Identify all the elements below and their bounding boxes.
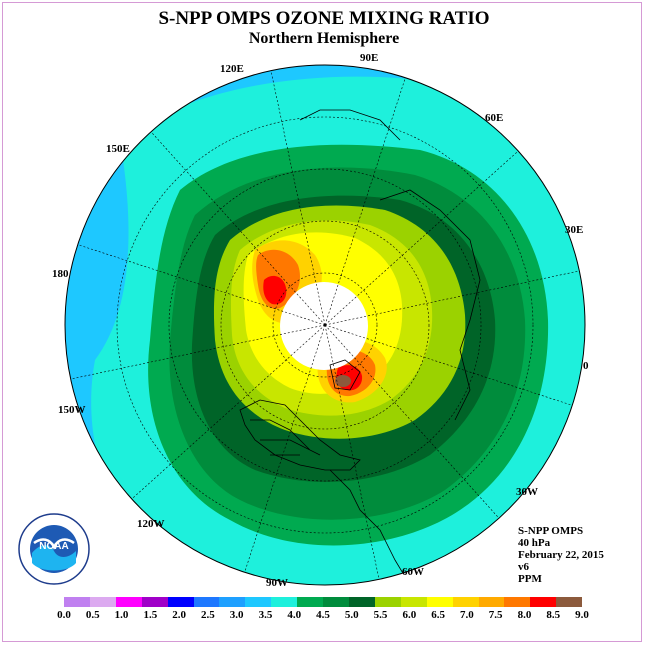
lon-label-120e: 120E bbox=[220, 63, 244, 75]
meridian-line bbox=[324, 324, 573, 406]
ozone-field bbox=[65, 65, 585, 585]
colorbar-swatch bbox=[556, 597, 583, 607]
colorbar-swatch bbox=[64, 597, 90, 607]
colorbar-swatch bbox=[193, 597, 220, 607]
info-version: v6 bbox=[518, 561, 529, 573]
lon-label-180: 180 bbox=[52, 268, 69, 280]
colorbar-swatch bbox=[504, 597, 531, 607]
lon-label-30w: 30W bbox=[516, 486, 538, 498]
meridian-line bbox=[270, 70, 326, 326]
info-date: February 22, 2015 bbox=[518, 549, 604, 561]
colorbar-tick-label: 1.5 bbox=[143, 609, 158, 621]
eurasia-coast bbox=[379, 189, 481, 421]
lon-label-30e: 30E bbox=[565, 224, 584, 236]
central-america-coast bbox=[329, 469, 411, 585]
colorbar-swatch bbox=[452, 597, 479, 607]
info-instrument: S-NPP OMPS bbox=[518, 525, 584, 537]
colorbar-ticks: 0.0 0.5 1.0 1.5 2.0 2.5 3.0 3.5 4.0 4.5 5.0 5.5 6.0 6… bbox=[57, 609, 589, 623]
colorbar-swatch bbox=[374, 597, 401, 607]
meridian-line bbox=[324, 270, 580, 326]
meridian-line bbox=[324, 324, 380, 580]
colorbar-tick-label: 5.0 bbox=[344, 609, 359, 621]
map-subtitle: Northern Hemisphere bbox=[248, 30, 400, 47]
lon-label-60e: 60E bbox=[485, 112, 504, 124]
latitude-circle bbox=[116, 116, 534, 534]
greenland-coast bbox=[329, 359, 361, 391]
info-units: PPM bbox=[518, 573, 542, 585]
map-title: S-NPP OMPS OZONE MIXING RATIO bbox=[158, 8, 490, 29]
lon-label-90e: 90E bbox=[360, 52, 379, 64]
colorbar-tick-label: 7.5 bbox=[488, 609, 503, 621]
colorbar-tick-label: 8.0 bbox=[517, 609, 532, 621]
colorbar-tick-label: 0.0 bbox=[57, 609, 71, 621]
meridian-line bbox=[70, 324, 326, 380]
latitude-circle bbox=[272, 272, 378, 378]
us-state-borders bbox=[250, 419, 321, 456]
meridian-line bbox=[131, 324, 326, 500]
colorbar-swatch bbox=[348, 597, 375, 607]
colorbar-tick-label: 0.5 bbox=[85, 609, 100, 621]
meridian-line bbox=[150, 131, 326, 326]
colorbar-tick-label: 4.0 bbox=[287, 609, 302, 621]
lon-label-150w: 150W bbox=[58, 404, 86, 416]
colorbar-swatch bbox=[141, 597, 168, 607]
lon-label-150e: 150E bbox=[106, 143, 130, 155]
lon-label-90w: 90W bbox=[266, 577, 288, 589]
latitude-circle bbox=[168, 168, 482, 482]
lon-label-60w: 60W bbox=[402, 566, 424, 578]
colorbar-swatch bbox=[323, 597, 349, 607]
noaa-logo-text: NOAA bbox=[39, 541, 68, 552]
colorbar-tick-label: 6.5 bbox=[431, 609, 445, 621]
colorbar-tick-label: 7.0 bbox=[460, 609, 474, 621]
band-8.5-9 bbox=[335, 375, 351, 387]
north-america-coast bbox=[239, 399, 361, 471]
graticule bbox=[70, 70, 580, 580]
colorbar-swatch bbox=[271, 597, 298, 607]
colorbar-swatch bbox=[400, 597, 427, 607]
meridian-line bbox=[324, 77, 406, 326]
colorbar-tick-label: 1.0 bbox=[114, 609, 129, 621]
colorbar-swatch bbox=[115, 597, 142, 607]
meridian-line bbox=[244, 324, 326, 573]
colorbar-swatch bbox=[478, 597, 505, 607]
meridian-line bbox=[77, 244, 326, 326]
figure-frame bbox=[2, 2, 642, 642]
band-8-8.5-west bbox=[263, 275, 287, 305]
colorbar-tick-label: 5.5 bbox=[373, 609, 388, 621]
colorbar-tick-label: 4.5 bbox=[316, 609, 330, 621]
colorbar-tick-label: 2.0 bbox=[172, 609, 186, 621]
meridian-line bbox=[324, 150, 519, 326]
colorbar-tick-label: 9.0 bbox=[575, 609, 589, 621]
latitude-circle bbox=[220, 220, 430, 430]
info-pressure-level: 40 hPa bbox=[518, 537, 551, 549]
colorbar-swatch bbox=[245, 597, 272, 607]
colorbar-swatch bbox=[89, 597, 116, 607]
lon-label-0: 0 bbox=[583, 360, 589, 372]
east-asia-coast bbox=[299, 109, 401, 141]
colorbar-swatch bbox=[530, 597, 557, 607]
colorbar-tick-label: 8.5 bbox=[546, 609, 561, 621]
coastlines bbox=[239, 109, 481, 585]
colorbar bbox=[64, 597, 583, 607]
colorbar-swatch bbox=[426, 597, 453, 607]
colorbar-swatch bbox=[219, 597, 246, 607]
info-block: S-NPP OMPS 40 hPa February 22, 2015 v6 P… bbox=[518, 525, 604, 585]
meridian-line bbox=[324, 324, 500, 519]
colorbar-swatch bbox=[167, 597, 194, 607]
colorbar-tick-label: 3.5 bbox=[258, 609, 273, 621]
colorbar-tick-label: 2.5 bbox=[201, 609, 215, 621]
colorbar-tick-label: 6.0 bbox=[402, 609, 417, 621]
lon-label-120w: 120W bbox=[137, 518, 165, 530]
map-border bbox=[64, 64, 586, 586]
colorbar-swatch bbox=[297, 597, 324, 607]
colorbar-tick-label: 3.0 bbox=[229, 609, 244, 621]
noaa-logo: NOAA bbox=[18, 513, 90, 585]
